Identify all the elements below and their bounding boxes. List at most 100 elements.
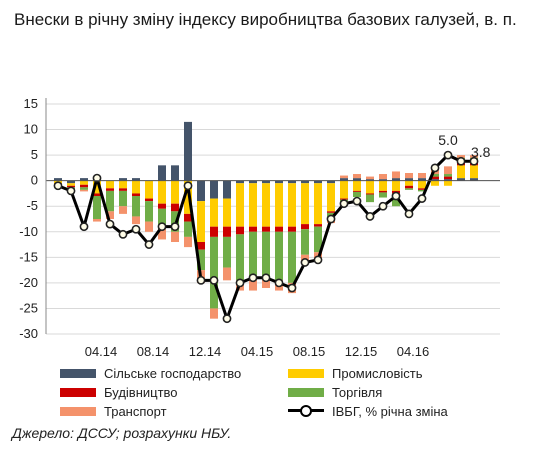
ibvg-point <box>274 278 284 288</box>
bar-agriculture <box>54 178 62 181</box>
data-label: 5.0 <box>438 132 458 148</box>
bar-industry <box>470 165 478 179</box>
axes <box>45 98 500 334</box>
bar-trade <box>249 231 257 281</box>
labels: 15 10 5 0 -5 -10 -15 -20 -25 -30 04.14 08.14 12.14 04… <box>19 96 490 359</box>
bar-trade <box>184 221 192 237</box>
bar-industry <box>93 180 101 194</box>
bar-construction <box>106 188 114 191</box>
bar-trade <box>314 226 322 253</box>
bar-agriculture <box>366 179 374 181</box>
bar-industry <box>223 198 231 227</box>
bar-agriculture <box>158 165 166 181</box>
bar-industry <box>301 183 309 225</box>
bar-transport <box>249 280 257 291</box>
bar-trade <box>80 187 88 190</box>
bar-construction <box>119 188 127 191</box>
ibvg-point <box>209 275 219 285</box>
ibvg-point <box>430 163 440 173</box>
legend-label-agriculture: Сільське господарство <box>104 365 242 381</box>
bar-construction <box>93 193 101 196</box>
bar-construction <box>418 188 426 190</box>
ibvg-point <box>456 156 466 166</box>
bar-industry <box>197 201 205 242</box>
ibvg-point <box>378 201 388 211</box>
x-tick-label: 12.14 <box>189 344 222 359</box>
bar-industry <box>236 183 244 227</box>
ibvg-point <box>118 229 128 239</box>
ibvg-point <box>365 212 375 221</box>
bar-transport <box>262 277 270 288</box>
legend-swatch-ibvg <box>288 404 324 418</box>
bar-trade <box>106 190 114 212</box>
y-tick-label: -10 <box>19 224 38 239</box>
bar-industry <box>288 183 296 227</box>
bar-industry <box>457 165 465 179</box>
legend-label-trade: Торгівля <box>332 384 383 400</box>
bar-agriculture <box>119 178 127 181</box>
bar-construction <box>366 193 374 195</box>
ibvg-point <box>105 219 115 229</box>
bar-industry <box>444 180 452 186</box>
bar-transport <box>353 174 361 179</box>
bar-industry <box>158 180 166 204</box>
bar-transport <box>210 308 218 319</box>
bar-trade <box>223 236 231 268</box>
ibvg-point <box>313 255 323 265</box>
bar-agriculture <box>301 180 309 184</box>
bar-trade <box>236 234 244 281</box>
source-note: Джерело: ДССУ; розрахунки НБУ. <box>12 425 232 441</box>
ibvg-point <box>183 181 193 191</box>
bar-industry <box>314 183 322 225</box>
legend-label-industry: Промисловість <box>332 365 423 381</box>
bar-construction <box>379 190 387 193</box>
bar-construction <box>197 242 205 250</box>
ibvg-point <box>66 186 76 196</box>
bar-construction <box>275 226 283 232</box>
x-tick-label: 12.15 <box>345 344 378 359</box>
bar-agriculture <box>470 178 478 181</box>
ibvg-point <box>261 273 271 283</box>
bar-transport <box>223 267 231 281</box>
bar-agriculture <box>418 178 426 181</box>
bar-trade <box>379 192 387 198</box>
bar-agriculture <box>249 180 257 184</box>
x-tick-label: 08.14 <box>137 344 170 359</box>
y-tick-label: -5 <box>26 198 38 213</box>
bar-construction <box>210 226 218 237</box>
legend-label-transport: Транспорт <box>104 403 167 419</box>
bar-trade <box>366 194 374 203</box>
y-tick-label: -25 <box>19 300 38 315</box>
bar-construction <box>301 224 309 230</box>
bar-transport <box>93 219 101 222</box>
bar-trade <box>171 211 179 232</box>
x-tick-label: 04.15 <box>241 344 274 359</box>
ibvg-point <box>222 314 232 324</box>
y-tick-label: 0 <box>31 173 38 188</box>
bar-transport <box>379 174 387 180</box>
bar-trade <box>158 208 166 230</box>
bar-transport <box>444 166 452 175</box>
legend-item-trade: Торгівля <box>288 383 382 401</box>
x-tick-label: 08.15 <box>293 344 326 359</box>
bar-trade <box>405 188 413 190</box>
ibvg-point <box>53 181 63 191</box>
bar-industry <box>184 180 192 214</box>
bar-transport <box>470 155 478 158</box>
ibvg-point <box>157 222 167 232</box>
bar-transport <box>132 216 140 225</box>
bar-construction <box>236 226 244 235</box>
bar-construction <box>340 198 348 200</box>
ibvg-point <box>391 191 401 201</box>
bar-industry <box>275 183 283 227</box>
bar-transport <box>80 189 88 192</box>
bar-agriculture <box>132 178 140 181</box>
legend-swatch-construction <box>60 387 96 397</box>
bar-construction <box>444 176 452 180</box>
bar-agriculture <box>197 180 205 202</box>
bar-construction <box>80 184 88 188</box>
ibvg-line-layer <box>53 150 479 324</box>
bar-construction <box>314 224 322 227</box>
bar-trade <box>210 236 218 309</box>
